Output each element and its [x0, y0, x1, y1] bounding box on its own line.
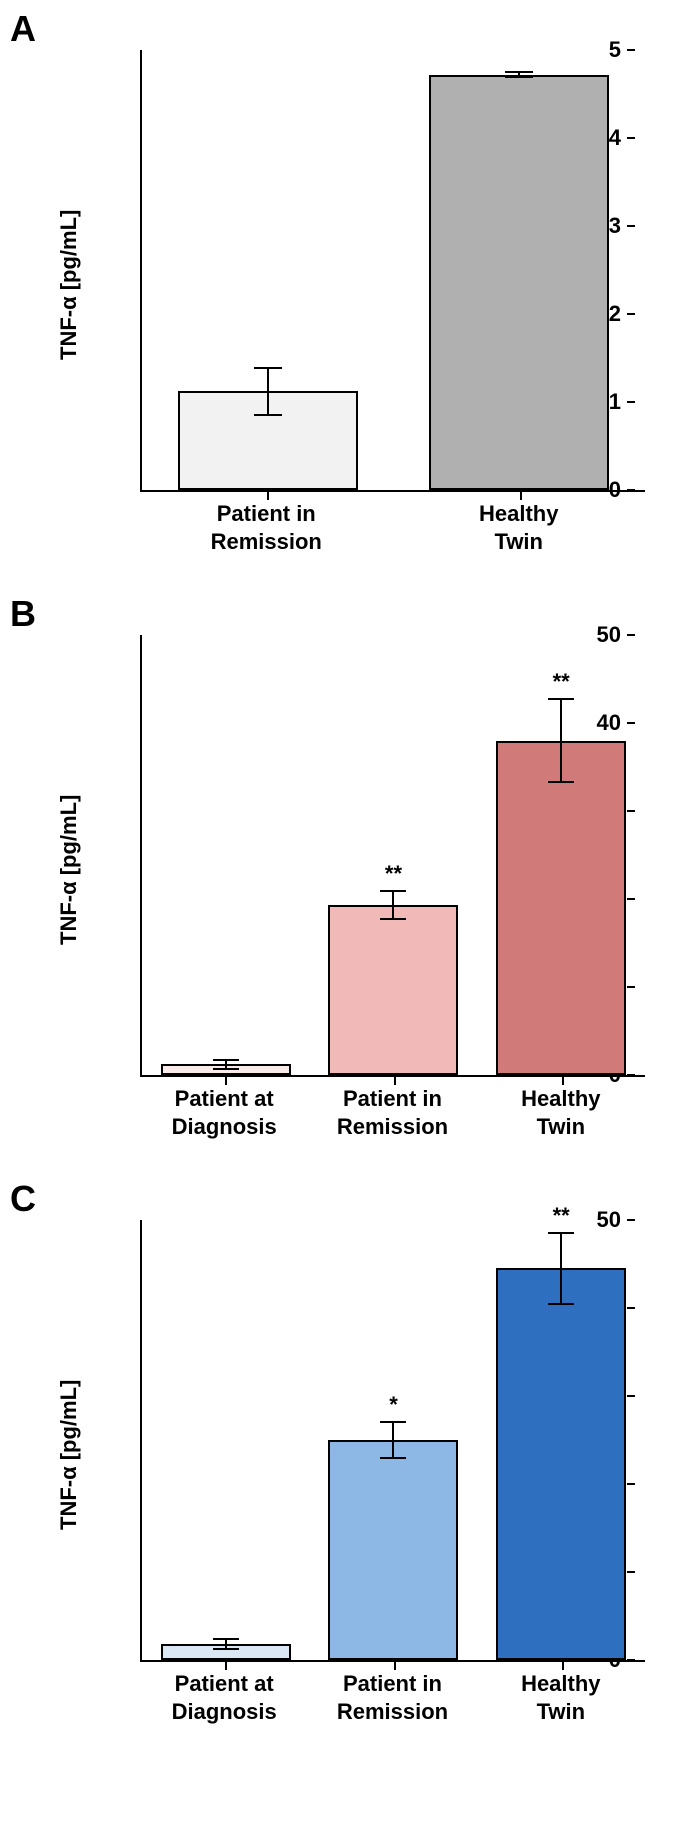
panel-c: CTNF-α [pg/mL]01020304050***Patient atDi…: [0, 1170, 685, 1755]
error-cap: [505, 71, 533, 73]
x-label: Patient inRemission: [327, 1670, 457, 1725]
x-label-line: Healthy: [496, 1085, 626, 1113]
x-tick: [394, 1662, 396, 1670]
panel-label: A: [10, 8, 36, 50]
error-cap: [548, 781, 574, 783]
bars-container: ****: [142, 635, 645, 1075]
x-tick: [562, 1662, 564, 1670]
error-bar: [560, 699, 562, 782]
error-cap: [548, 698, 574, 700]
error-cap: [548, 1232, 574, 1234]
x-tick: [225, 1662, 227, 1670]
y-axis-label: TNF-α [pg/mL]: [56, 210, 82, 360]
bar-wrap: *: [328, 1440, 458, 1660]
bar: [328, 1440, 458, 1660]
x-tick: [225, 1077, 227, 1085]
bars-container: [142, 50, 645, 490]
error-cap: [548, 1303, 574, 1305]
significance-marker: **: [385, 861, 402, 887]
x-tick: [562, 1077, 564, 1085]
error-cap: [380, 1421, 406, 1423]
x-tick: [520, 492, 522, 500]
plot-area: TNF-α [pg/mL]01020304050***: [140, 1220, 645, 1662]
panel-a: A TNF-α [pg/mL]012345 Patient inRemission H…: [0, 0, 685, 585]
x-label-line: Twin: [496, 1698, 626, 1726]
x-label: HealthyTwin: [496, 1670, 626, 1725]
x-label-line: Patient in: [176, 500, 356, 528]
bar-wrap: [429, 75, 609, 490]
error-cap: [254, 414, 282, 416]
x-labels: Patient inRemission HealthyTwin: [140, 500, 645, 555]
x-label-line: Remission: [327, 1698, 457, 1726]
error-cap: [505, 76, 533, 78]
y-axis-label: TNF-α [pg/mL]: [56, 795, 82, 945]
error-cap: [380, 890, 406, 892]
x-label: HealthyTwin: [496, 1085, 626, 1140]
x-label-line: Patient in: [327, 1085, 457, 1113]
x-label: Patient atDiagnosis: [159, 1670, 289, 1725]
bar: [429, 75, 609, 490]
error-bar: [267, 368, 269, 416]
error-bar: [392, 1422, 394, 1457]
panel-b: B TNF-α [pg/mL]01020304050**** Patient atD…: [0, 585, 685, 1170]
x-label-line: Healthy: [496, 1670, 626, 1698]
bar-wrap: [161, 1064, 291, 1075]
bars-container: ***: [142, 1220, 645, 1660]
error-bar: [560, 1233, 562, 1303]
bar-wrap: [178, 391, 358, 490]
bar-wrap: [161, 1644, 291, 1660]
x-label-line: Remission: [327, 1113, 457, 1141]
bar: [496, 1268, 626, 1660]
significance-marker: *: [389, 1392, 398, 1418]
x-tick: [394, 1077, 396, 1085]
x-label: Patient inRemission: [176, 500, 356, 555]
x-label-line: Diagnosis: [159, 1698, 289, 1726]
x-label-line: Diagnosis: [159, 1113, 289, 1141]
plot-area: TNF-α [pg/mL]01020304050****: [140, 635, 645, 1077]
error-cap: [254, 367, 282, 369]
x-label-line: Twin: [429, 528, 609, 556]
error-cap: [380, 1457, 406, 1459]
x-labels: Patient atDiagnosis Patient inRemission He…: [140, 1085, 645, 1140]
x-label: Patient inRemission: [327, 1085, 457, 1140]
bar: [328, 905, 458, 1075]
x-label-line: Patient in: [327, 1670, 457, 1698]
error-cap: [213, 1648, 239, 1650]
x-label-line: Remission: [176, 528, 356, 556]
panel-label: C: [10, 1178, 36, 1220]
x-label-line: Patient at: [159, 1670, 289, 1698]
x-labels: Patient atDiagnosis Patient inRemission He…: [140, 1670, 645, 1725]
error-cap: [213, 1638, 239, 1640]
y-axis-label: TNF-α [pg/mL]: [56, 1380, 82, 1530]
plot-area: TNF-α [pg/mL]012345: [140, 50, 645, 492]
error-cap: [213, 1068, 239, 1070]
panel-label: B: [10, 593, 36, 635]
significance-marker: **: [553, 669, 570, 695]
x-label: HealthyTwin: [429, 500, 609, 555]
bar-wrap: **: [328, 905, 458, 1075]
x-label-line: Patient at: [159, 1085, 289, 1113]
error-cap: [380, 918, 406, 920]
error-cap: [213, 1059, 239, 1061]
error-bar: [392, 891, 394, 919]
x-label-line: Healthy: [429, 500, 609, 528]
x-tick: [267, 492, 269, 500]
significance-marker: **: [553, 1203, 570, 1229]
x-label-line: Twin: [496, 1113, 626, 1141]
bar-wrap: **: [496, 1268, 626, 1660]
figure: ATNF-α [pg/mL]012345Patient inRemissionH…: [0, 0, 685, 1755]
bar: [496, 741, 626, 1075]
x-label: Patient atDiagnosis: [159, 1085, 289, 1140]
bar-wrap: **: [496, 741, 626, 1075]
